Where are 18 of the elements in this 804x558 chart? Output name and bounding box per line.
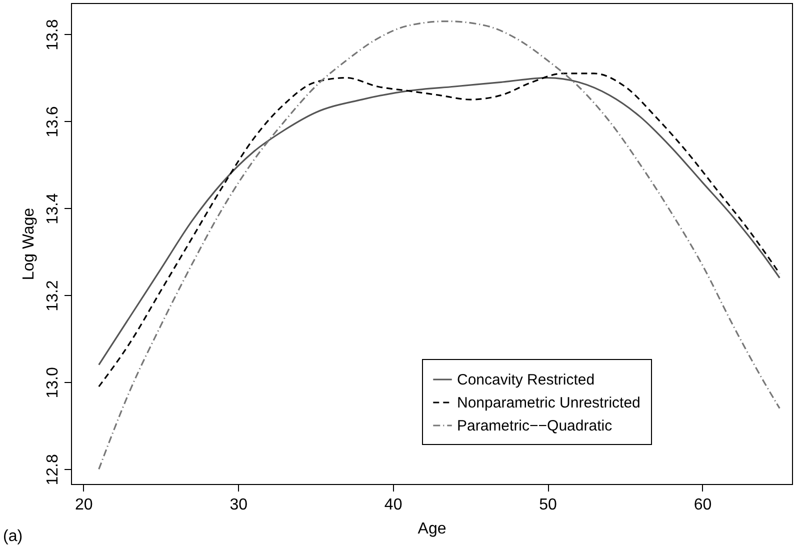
x-tick-label: 50 — [539, 496, 558, 514]
y-tick-label: 12.8 — [44, 454, 62, 486]
legend-label: Nonparametric Unrestricted — [457, 394, 640, 412]
legend-label: Parametric−−Quadratic — [457, 418, 613, 434]
x-tick-label: 20 — [74, 496, 93, 514]
text: (a) — [3, 528, 23, 546]
x-tick-label: 40 — [384, 496, 402, 514]
y-tick-label: 13.8 — [44, 19, 62, 50]
y-tick-label: 13.0 — [44, 367, 62, 398]
x-tick-label: 60 — [694, 496, 712, 514]
y-tick-label: 13.6 — [44, 106, 62, 138]
x-tick-label: 30 — [230, 496, 248, 514]
line-series — [98, 20, 780, 470]
y-tick-label: 13.4 — [44, 193, 62, 224]
y-axis-title: Log Wage — [20, 208, 38, 280]
x-axis-title: Age — [418, 520, 446, 538]
legend-label: Concavity Restricted — [457, 372, 595, 388]
y-tick-label: 13.2 — [44, 280, 62, 312]
